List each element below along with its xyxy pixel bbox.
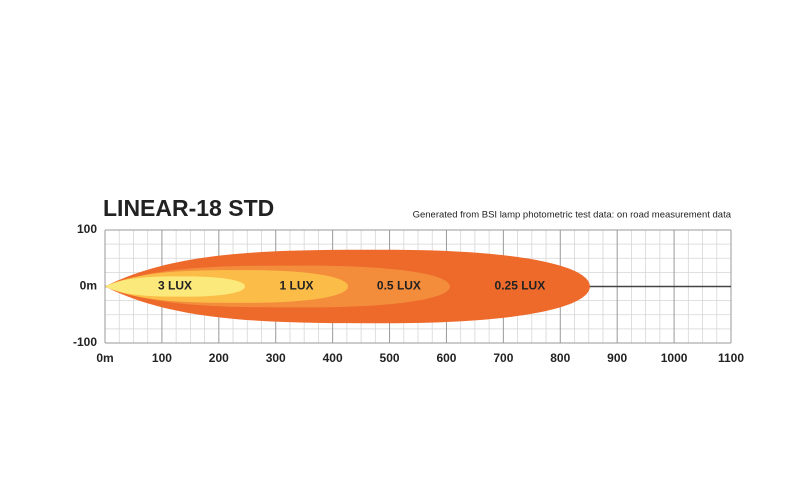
x-tick-label: 400 [323,351,343,365]
x-tick-label: 700 [493,351,513,365]
zone-label: 1 LUX [279,279,313,293]
x-tick-label: 0m [96,351,113,365]
x-tick-label: 100 [152,351,172,365]
x-tick-label: 1000 [661,351,688,365]
chart-title: LINEAR-18 STD [103,195,274,221]
x-tick-label: 800 [550,351,570,365]
zone-label: 0.5 LUX [377,279,421,293]
x-tick-label: 500 [380,351,400,365]
x-tick-label: 200 [209,351,229,365]
x-tick-label: 300 [266,351,286,365]
chart-subtitle: Generated from BSI lamp photometric test… [413,210,732,221]
isolux-zone [105,276,245,297]
zone-label: 0.25 LUX [495,279,546,293]
x-tick-label: 600 [436,351,456,365]
y-tick-label: 100 [77,222,97,236]
x-tick-label: 1100 [718,351,744,365]
x-tick-label: 900 [607,351,627,365]
y-tick-label: 0m [80,279,97,293]
zone-label: 3 LUX [158,279,192,293]
y-tick-label: -100 [73,335,97,349]
